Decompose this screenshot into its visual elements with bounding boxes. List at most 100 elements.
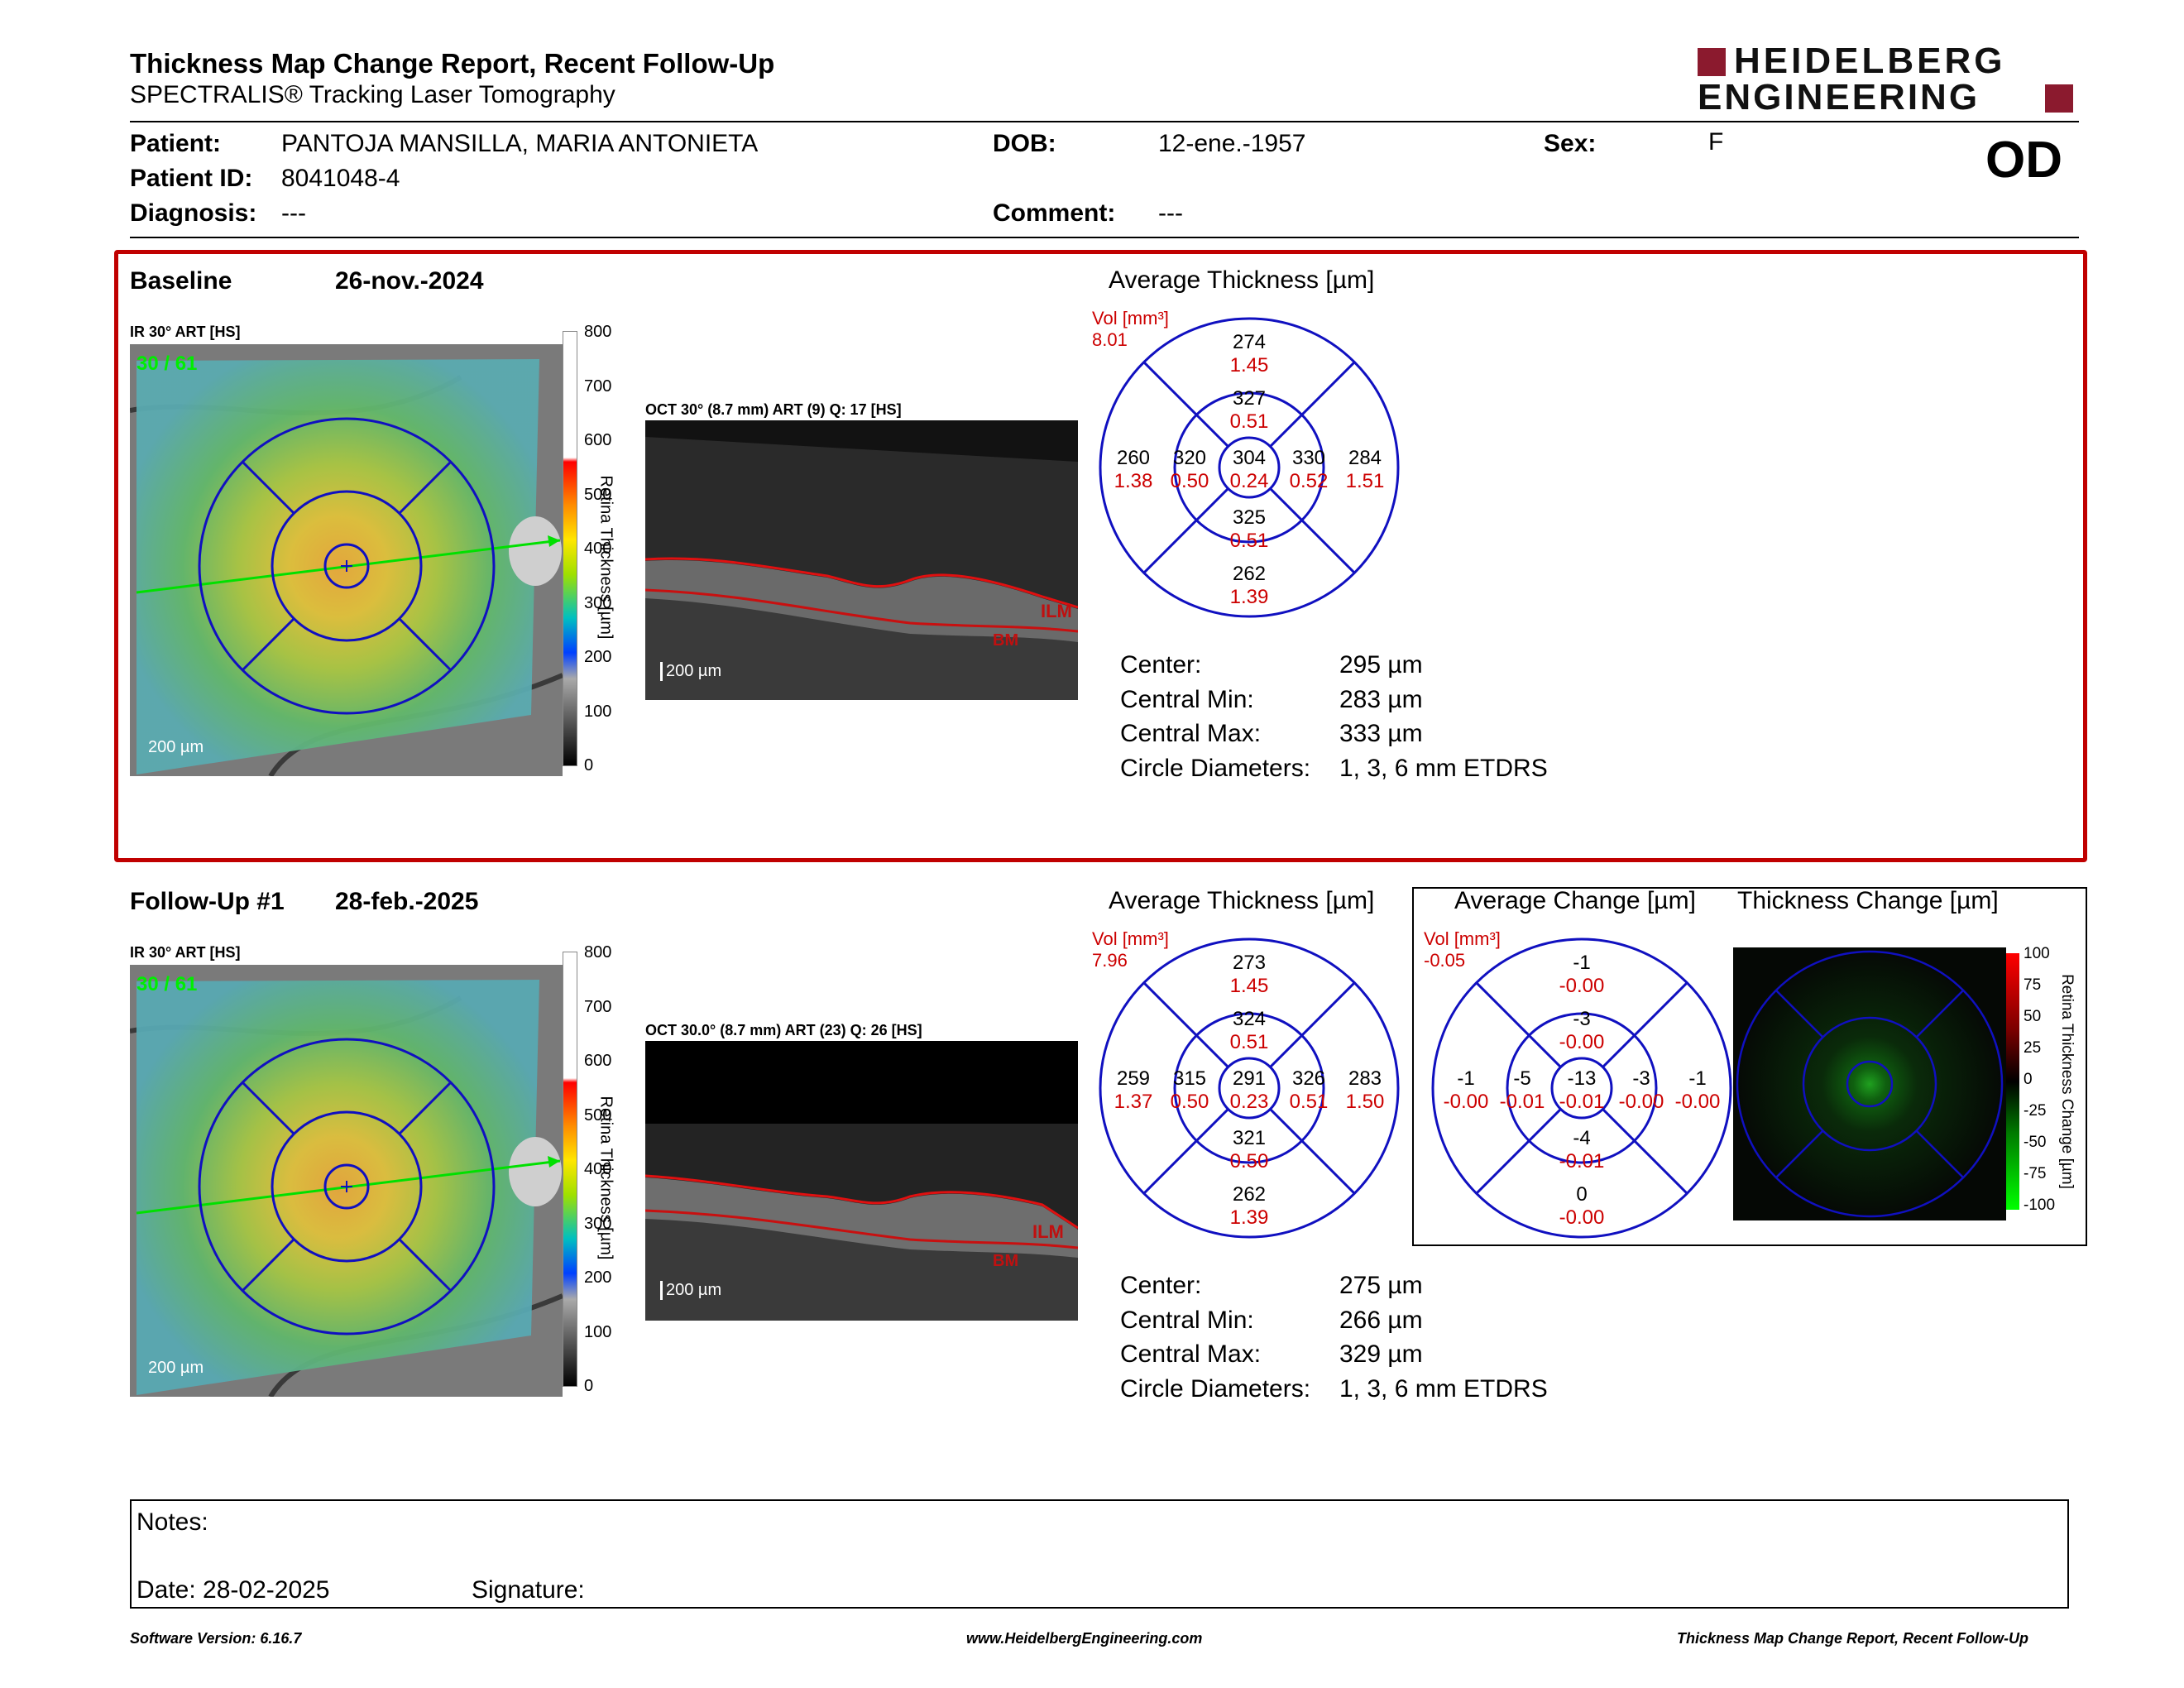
- baseline-ir-caption: IR 30° ART [HS]: [130, 324, 241, 340]
- baseline-vol-total: 8.01: [1092, 329, 1128, 350]
- baseline-colorbar-tick: 500: [584, 485, 612, 504]
- followup-stat-label: Central Max:: [1120, 1340, 1262, 1368]
- baseline-stat-label: Circle Diameters:: [1120, 754, 1311, 782]
- change-grid-ring: [1431, 938, 1732, 1239]
- followup-colorbar-tick: 600: [584, 1052, 612, 1070]
- baseline-stat-value: 1, 3, 6 mm ETDRS: [1339, 754, 1548, 782]
- change-vol-label: Vol [mm³]: [1424, 928, 1501, 949]
- baseline-grid-ring: [1173, 391, 1325, 544]
- baseline-stat-label: Center:: [1120, 651, 1202, 679]
- followup-grid-outer-bottom-thickness: 262: [1233, 1183, 1266, 1206]
- change-grid-divider: [1602, 1108, 1688, 1195]
- baseline-vol-block: Vol [mm³] 8.01: [1092, 308, 1169, 351]
- baseline-grid-outer-left-thickness: 260: [1117, 447, 1150, 469]
- change-vol-total: -0.05: [1424, 950, 1466, 971]
- followup-ir-caption: IR 30° ART [HS]: [130, 944, 241, 961]
- baseline-colorbar-ticks: 800 700 600 500 400 300 200 100 0: [584, 323, 617, 774]
- followup-grid-outer-top-thickness: 273: [1233, 952, 1266, 974]
- change-grid-title: Average Change [µm]: [1454, 887, 1696, 914]
- change-grid-ring: [1550, 1057, 1613, 1120]
- patient-label: Patient:: [130, 130, 222, 157]
- baseline-grid-inner-left-volume: 0.50: [1171, 470, 1209, 492]
- followup-vol-label: Vol [mm³]: [1092, 928, 1169, 949]
- change-grid-divider: [1475, 1108, 1562, 1195]
- baseline-stat-label: Central Max:: [1120, 720, 1262, 747]
- baseline-grid-ring: [1218, 436, 1281, 499]
- change-grid-inner-top-volume: -0.00: [1559, 1031, 1605, 1053]
- baseline-grid-inner-right-volume: 0.52: [1290, 470, 1329, 492]
- baseline-grid-divider: [1269, 487, 1356, 574]
- followup-fundus-scale: 200 µm: [148, 1359, 204, 1377]
- followup-oct-caption: OCT 30.0° (8.7 mm) ART (23) Q: 26 [HS]: [645, 1022, 922, 1038]
- followup-colorbar-tick: 300: [584, 1214, 612, 1233]
- baseline-grid-ring: [1099, 317, 1400, 618]
- followup-grid-inner-left-volume: 0.50: [1171, 1091, 1209, 1113]
- heidelberg-logo: HEIDELBERG ENGINEERING: [1698, 41, 2078, 117]
- baseline-colorbar-tick: 300: [584, 593, 612, 612]
- followup-stat-value: 329 µm: [1339, 1340, 1423, 1368]
- followup-stat-label: Circle Diameters:: [1120, 1374, 1311, 1403]
- change-grid-outer-right-volume: -0.00: [1675, 1091, 1721, 1113]
- followup-colorbar-tick: 800: [584, 943, 612, 961]
- followup-grid-inner-top-volume: 0.51: [1230, 1031, 1269, 1053]
- followup-grid-outer-right-volume: 1.50: [1346, 1091, 1385, 1113]
- followup-grid-outer-top-volume: 1.45: [1230, 975, 1269, 997]
- followup-colorbar-tick: 0: [584, 1377, 594, 1395]
- dob-value: 12-ene.-1957: [1158, 130, 1306, 157]
- followup-colorbar-tick: 500: [584, 1105, 612, 1125]
- change-colorbar-tick: 50: [2024, 1008, 2042, 1025]
- followup-colorbar-tick: 400: [584, 1160, 612, 1178]
- baseline-grid-outer-top-volume: 1.45: [1230, 354, 1269, 376]
- patient-name: PANTOJA MANSILLA, MARIA ANTONIETA: [281, 130, 759, 157]
- diagnosis-value: ---: [281, 199, 306, 227]
- baseline-grid-center-volume: 0.24: [1230, 470, 1269, 492]
- followup-grid-outer-left-volume: 1.37: [1114, 1091, 1153, 1113]
- dob-label: DOB:: [993, 130, 1056, 157]
- baseline-colorbar-tick: 200: [584, 648, 612, 666]
- baseline-grid-title: Average Thickness [µm]: [1109, 266, 1375, 294]
- baseline-oct-scale: 200 µm: [660, 662, 721, 681]
- change-etdrs-grid: -1-0.00-3-0.00-1-0.00-5-0.01-13-0.01-3-0…: [1431, 938, 1732, 1239]
- change-grid-inner-bottom-volume: -0.01: [1559, 1150, 1605, 1172]
- baseline-vol-label: Vol [mm³]: [1092, 308, 1169, 328]
- comment-value: ---: [1158, 199, 1183, 227]
- change-grid-inner-bottom-thickness: -4: [1573, 1127, 1590, 1149]
- logo-line-1: HEIDELBERG: [1734, 41, 2006, 81]
- notes-box: [130, 1499, 2069, 1609]
- report-subtitle: SPECTRALIS® Tracking Laser Tomography: [130, 81, 615, 108]
- followup-grid-inner-right-volume: 0.51: [1290, 1091, 1329, 1113]
- baseline-grid-inner-bottom-volume: 0.51: [1230, 530, 1269, 552]
- baseline-colorbar-tick: 100: [584, 702, 612, 721]
- change-grid-outer-top-thickness: -1: [1573, 952, 1590, 974]
- change-grid-divider: [1602, 981, 1688, 1068]
- baseline-colorbar: [563, 331, 577, 766]
- logo-line-2: ENGINEERING: [1698, 77, 1980, 117]
- date-label: Date: 28-02-2025: [136, 1576, 330, 1604]
- change-vol-block: Vol [mm³] -0.05: [1424, 928, 1501, 971]
- baseline-grid-divider: [1142, 487, 1229, 574]
- baseline-bm-label: BM: [993, 631, 1019, 650]
- followup-grid-inner-bottom-thickness: 321: [1233, 1127, 1266, 1149]
- change-grid-inner-right-thickness: -3: [1632, 1067, 1650, 1090]
- change-colorbar-ticks: 100 75 50 25 0 -25 -50 -75 -100: [2024, 945, 2057, 1218]
- baseline-colorbar-tick: 600: [584, 431, 612, 449]
- followup-colorbar-label: Retina Thickness [µm]: [596, 1096, 615, 1260]
- followup-colorbar-tick: 700: [584, 997, 612, 1016]
- baseline-stat-value: 295 µm: [1339, 651, 1423, 679]
- followup-grid-divider: [1269, 981, 1356, 1068]
- notes-label: Notes:: [136, 1508, 208, 1536]
- baseline-grid-inner-left-thickness: 320: [1173, 447, 1206, 469]
- followup-ir-overlay: 30 / 61: [136, 973, 198, 995]
- baseline-grid-outer-left-volume: 1.38: [1114, 470, 1153, 492]
- footer-website[interactable]: www.HeidelbergEngineering.com: [966, 1630, 1203, 1647]
- thickness-change-map: [1733, 947, 2006, 1220]
- followup-vol-block: Vol [mm³] 7.96: [1092, 928, 1169, 971]
- signature-label: Signature:: [472, 1576, 585, 1604]
- baseline-stat-value: 283 µm: [1339, 685, 1423, 713]
- change-colorbar-tick: -25: [2024, 1102, 2047, 1120]
- footer-report-name: Thickness Map Change Report, Recent Foll…: [1677, 1630, 2029, 1647]
- change-colorbar: [2006, 953, 2019, 1210]
- followup-stat-label: Center:: [1120, 1272, 1202, 1299]
- baseline-grid-outer-bottom-thickness: 262: [1233, 563, 1266, 585]
- sex-label: Sex:: [1544, 130, 1597, 157]
